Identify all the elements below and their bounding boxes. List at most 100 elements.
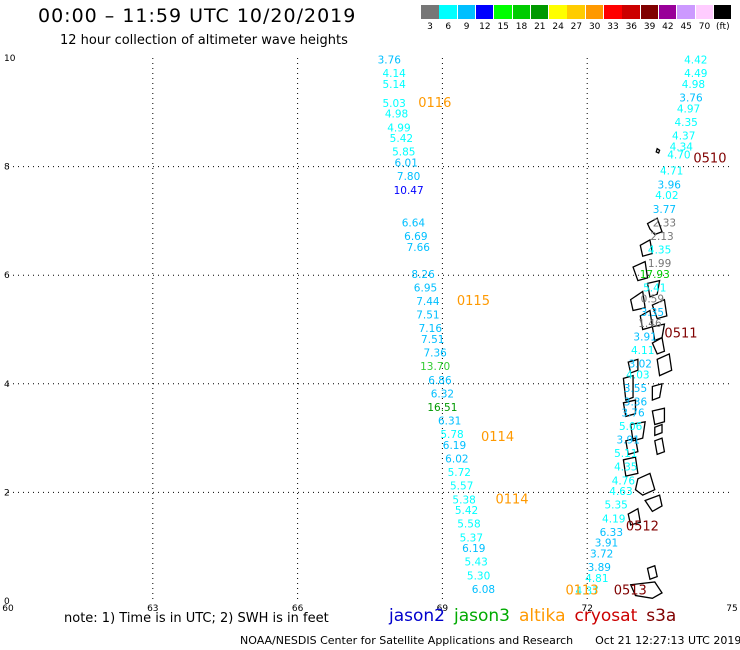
scale-swatch bbox=[421, 5, 439, 19]
island-outline bbox=[629, 290, 646, 312]
scale-label: 39 bbox=[643, 22, 656, 32]
wave-height-value: 6.33 bbox=[600, 527, 623, 539]
island-outline bbox=[639, 238, 654, 258]
wave-height-value: 4.19 bbox=[602, 513, 625, 525]
pass-number-label: 0114 bbox=[495, 492, 528, 507]
wave-height-value: 5.14 bbox=[382, 79, 406, 91]
wave-height-value: 3.36 bbox=[624, 397, 648, 409]
legend-item-jason3: jason3 bbox=[454, 606, 510, 626]
wave-height-value: 17.93 bbox=[640, 269, 670, 281]
wave-height-value: 7.44 bbox=[416, 296, 440, 308]
satellite-legend: jason2 jason3 altika cryosat s3a bbox=[389, 606, 685, 626]
wave-height-value: 5.37 bbox=[460, 532, 483, 544]
wave-height-value: 4.63 bbox=[609, 486, 632, 498]
scale-swatch bbox=[530, 5, 549, 19]
wave-height-value: 7.66 bbox=[407, 242, 431, 254]
island-outline bbox=[629, 581, 663, 599]
chart-title: 00:00 – 11:59 UTC 10/20/2019 bbox=[38, 5, 357, 27]
wave-height-value: 5.41 bbox=[643, 282, 666, 294]
wave-height-value: 7.36 bbox=[423, 348, 447, 360]
wave-height-value: 3.91 bbox=[617, 435, 640, 447]
island-outline bbox=[627, 358, 639, 374]
wave-height-value: 16.51 bbox=[427, 402, 457, 414]
wave-height-value: 6.64 bbox=[402, 217, 426, 229]
wave-height-value: 4.37 bbox=[576, 585, 599, 597]
wave-height-value: 4.81 bbox=[585, 573, 608, 585]
wave-height-value: 2.13 bbox=[650, 231, 673, 243]
island-outline bbox=[622, 374, 634, 401]
wave-height-value: 6.08 bbox=[472, 584, 495, 596]
wave-height-value: 4.99 bbox=[387, 122, 410, 134]
wave-height-value: 2.33 bbox=[653, 217, 676, 229]
island-outline bbox=[629, 421, 646, 442]
wave-height-value: 8.26 bbox=[411, 269, 435, 281]
island-outline bbox=[644, 494, 663, 513]
scale-swatch bbox=[494, 5, 512, 19]
wave-height-value: 6.69 bbox=[404, 231, 427, 243]
wave-height-value: 4.76 bbox=[612, 475, 636, 487]
note-text: note: 1) Time is in UTC; 2) SWH is in fe… bbox=[64, 611, 329, 626]
island-outline bbox=[651, 407, 666, 426]
y-tick-label: 10 bbox=[4, 54, 16, 64]
island-outline bbox=[646, 279, 661, 298]
scale-swatch bbox=[677, 5, 695, 19]
wave-height-value: 4.98 bbox=[682, 79, 705, 91]
pass-number-label: 0115 bbox=[457, 294, 490, 309]
wave-height-value: 3.77 bbox=[653, 204, 676, 216]
wave-height-value: 4.98 bbox=[385, 109, 408, 121]
wave-height-value: 4.02 bbox=[655, 190, 678, 202]
wave-height-value: 5.30 bbox=[467, 570, 490, 582]
x-tick-label: 63 bbox=[147, 604, 158, 614]
wave-height-value: 5.35 bbox=[604, 500, 627, 512]
wave-height-value: 7.51 bbox=[416, 310, 439, 322]
scale-swatch bbox=[640, 5, 659, 19]
wave-height-value: 13.70 bbox=[420, 361, 450, 373]
scale-swatch bbox=[457, 5, 476, 19]
scale-label: 21 bbox=[534, 22, 546, 32]
wave-height-value: 6.31 bbox=[438, 416, 461, 428]
credit-text: NOAA/NESDIS Center for Satellite Applica… bbox=[240, 634, 574, 647]
scale-label: (ft) bbox=[716, 22, 730, 32]
island-outline bbox=[654, 437, 666, 456]
y-tick-label: 8 bbox=[4, 163, 10, 173]
wave-height-value: 4.11 bbox=[631, 345, 654, 357]
scale-swatch bbox=[622, 5, 640, 19]
island-outline bbox=[622, 456, 639, 477]
wave-height-value: 4.35 bbox=[614, 462, 637, 474]
wave-height-value: 3.91 bbox=[633, 331, 656, 343]
wave-height-value: 3.96 bbox=[658, 179, 682, 191]
scale-swatch bbox=[585, 5, 604, 19]
island-outline bbox=[656, 352, 673, 377]
scale-label: 27 bbox=[570, 22, 583, 32]
island-outline bbox=[654, 423, 663, 437]
scale-label: 42 bbox=[662, 22, 674, 32]
pass-number-label: 0114 bbox=[481, 430, 514, 445]
scale-swatch bbox=[604, 5, 622, 19]
island-outline bbox=[622, 399, 637, 418]
scale-label: 18 bbox=[515, 22, 528, 32]
wave-height-value: 4.42 bbox=[684, 54, 707, 66]
wave-height-value: 5.58 bbox=[457, 519, 480, 531]
wave-height-value: 7.80 bbox=[397, 171, 420, 183]
wave-height-value: 4.37 bbox=[672, 130, 695, 142]
island-outline bbox=[625, 437, 639, 456]
wave-height-value: 5.43 bbox=[464, 557, 487, 569]
wave-height-value: 5.72 bbox=[448, 467, 471, 479]
wave-height-value: 6.02 bbox=[445, 454, 468, 466]
wave-height-value: 3.89 bbox=[588, 562, 611, 574]
scale-label: 24 bbox=[552, 22, 564, 32]
wave-height-value: 5.57 bbox=[450, 481, 473, 493]
wave-height-value: 5.06 bbox=[619, 421, 643, 433]
x-tick-label: 72 bbox=[581, 604, 592, 614]
wave-height-value: 5.78 bbox=[440, 429, 463, 441]
wave-height-value: 5.85 bbox=[392, 147, 415, 159]
wave-height-value: 4.49 bbox=[684, 68, 707, 80]
scale-label: 9 bbox=[463, 22, 470, 32]
x-tick-label: 69 bbox=[437, 604, 449, 614]
wave-height-value: 4.14 bbox=[382, 68, 406, 80]
y-tick-label: 0 bbox=[4, 597, 10, 607]
wave-height-value: 4.34 bbox=[670, 141, 694, 153]
wave-height-value: 7.16 bbox=[419, 323, 443, 335]
chart-subtitle: 12 hour collection of altimeter wave hei… bbox=[60, 33, 348, 48]
wave-height-value: 3.72 bbox=[590, 549, 613, 561]
